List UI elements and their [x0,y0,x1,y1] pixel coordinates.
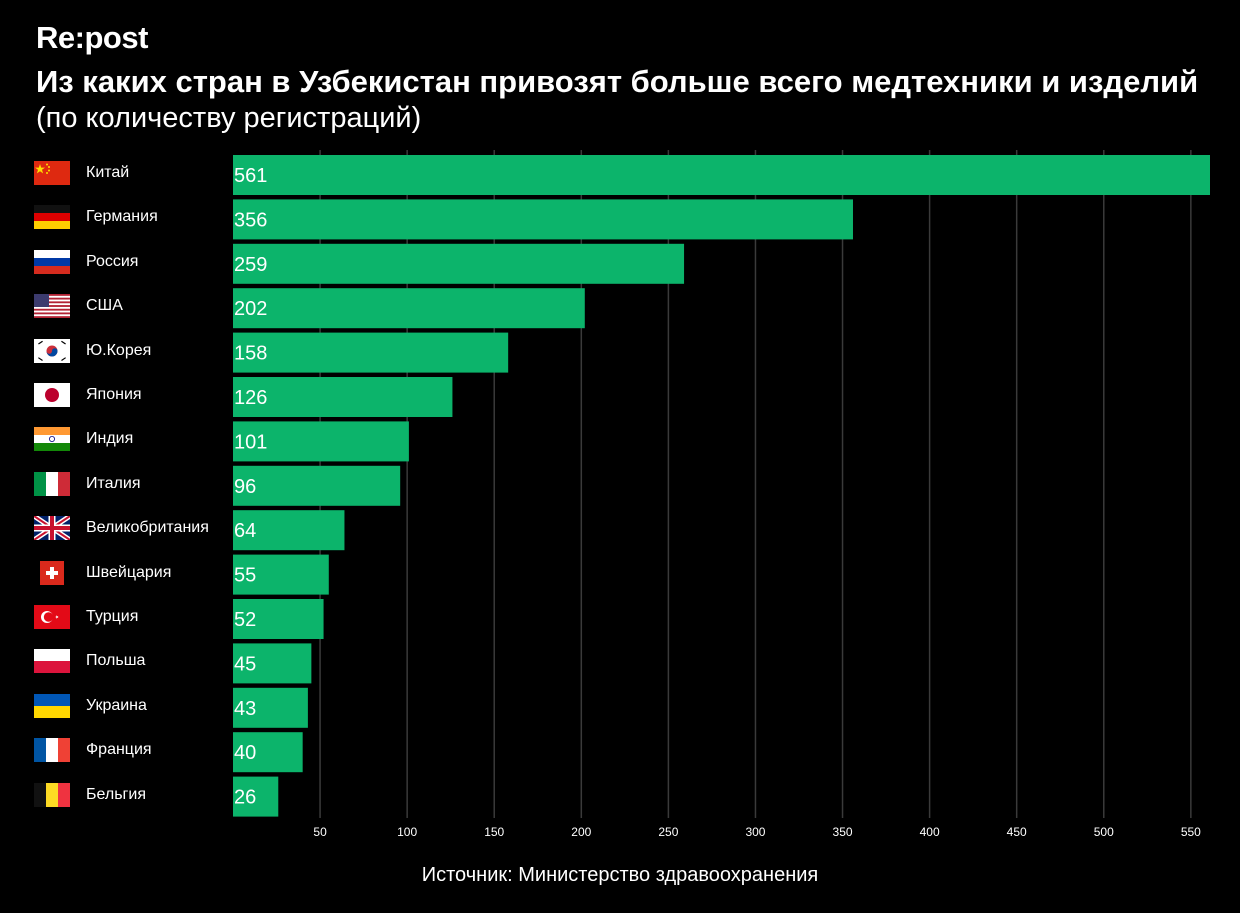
bar-value-label: 55 [234,565,256,587]
belgium-flag-icon [34,782,70,807]
x-tick-label: 350 [833,825,853,839]
bar [233,732,303,773]
country-row: Великобритания [34,508,209,548]
country-label: Украина [86,696,147,714]
japan-flag-icon [34,383,70,407]
country-row: Россия [34,242,138,282]
bar-value-label: 43 [234,698,256,720]
switzerland-flag-icon [40,560,64,585]
country-row: Китай [34,153,129,193]
bar [233,288,585,329]
x-tick-label: 550 [1181,825,1201,839]
ukraine-flag-icon [34,693,70,718]
bar-value-label: 259 [234,254,267,276]
bar-value-label: 45 [234,653,256,675]
source-note: Источник: Министерство здравоохранения [421,864,819,886]
x-tick-label: 300 [745,825,765,839]
country-row: Бельгия [34,775,146,815]
bar-value-label: 40 [234,742,256,764]
germany-flag-icon [34,205,70,230]
bar [233,465,401,506]
turkey-flag-icon [34,605,70,629]
x-tick-label: 200 [571,825,591,839]
uk-flag-icon [34,516,70,541]
country-row: Швейцария [34,553,171,593]
usa-flag-icon [34,294,70,319]
country-row: Франция [34,730,152,770]
bar-value-label: 96 [234,476,256,498]
x-tick-label: 500 [1094,825,1114,839]
bar-value-label: 101 [234,431,267,453]
country-row: Италия [34,464,140,504]
bar [233,643,312,684]
italy-flag-icon [34,471,70,496]
country-label: Германия [86,208,158,226]
bar [233,510,345,551]
country-row: США [34,286,123,326]
country-row: Польша [34,641,145,681]
country-label: Индия [86,430,134,448]
poland-flag-icon [34,649,70,674]
bar-value-label: 64 [234,520,256,542]
country-label: Франция [86,741,152,759]
bar [233,599,324,639]
x-tick-label: 50 [313,825,327,839]
country-label: Швейцария [86,563,172,581]
country-row: Япония [34,375,142,415]
chart-title: Из каких стран в Узбекистан привозят бол… [36,64,1199,99]
bar [233,554,329,595]
bar [233,687,308,728]
south-korea-flag-icon [34,338,70,363]
country-label: Россия [86,252,139,270]
bar-value-label: 561 [234,165,267,187]
country-row: Турция [34,597,138,637]
bar-value-label: 158 [234,343,267,365]
x-tick-label: 400 [920,825,940,839]
bar [233,377,453,417]
country-label: Япония [86,386,142,403]
country-label: США [86,297,123,315]
bar [233,332,509,373]
x-tick-label: 450 [1007,825,1027,839]
x-tick-label: 250 [658,825,678,839]
russia-flag-icon [34,249,70,274]
chart-subtitle: (по количеству регистраций) [36,102,422,134]
bar-value-label: 52 [234,609,256,631]
bar [233,776,279,817]
x-tick-label: 100 [397,825,417,839]
france-flag-icon [34,738,70,763]
country-label: Польша [86,652,146,670]
bar [233,421,409,462]
bar-value-label: 26 [234,787,256,809]
country-row: Германия [34,197,158,237]
country-label: Китай [86,164,130,181]
china-flag-icon [34,161,70,185]
india-flag-icon [34,427,70,452]
x-tick-label: 150 [484,825,504,839]
bar-value-label: 126 [234,387,267,409]
country-label: Бельгия [86,785,146,803]
country-row: Ю.Корея [34,331,151,371]
bar [233,155,1210,195]
bar-value-label: 202 [234,298,267,320]
country-row: Индия [34,419,133,459]
country-row: Украина [34,686,147,726]
bar [233,199,853,240]
country-label: Ю.Корея [86,341,152,359]
bar [233,243,685,284]
bar-value-label: 356 [234,209,267,231]
brand-logo: Re:post [36,20,148,55]
country-label: Великобритания [86,519,209,537]
country-label: Италия [86,474,141,492]
country-label: Турция [86,608,139,625]
